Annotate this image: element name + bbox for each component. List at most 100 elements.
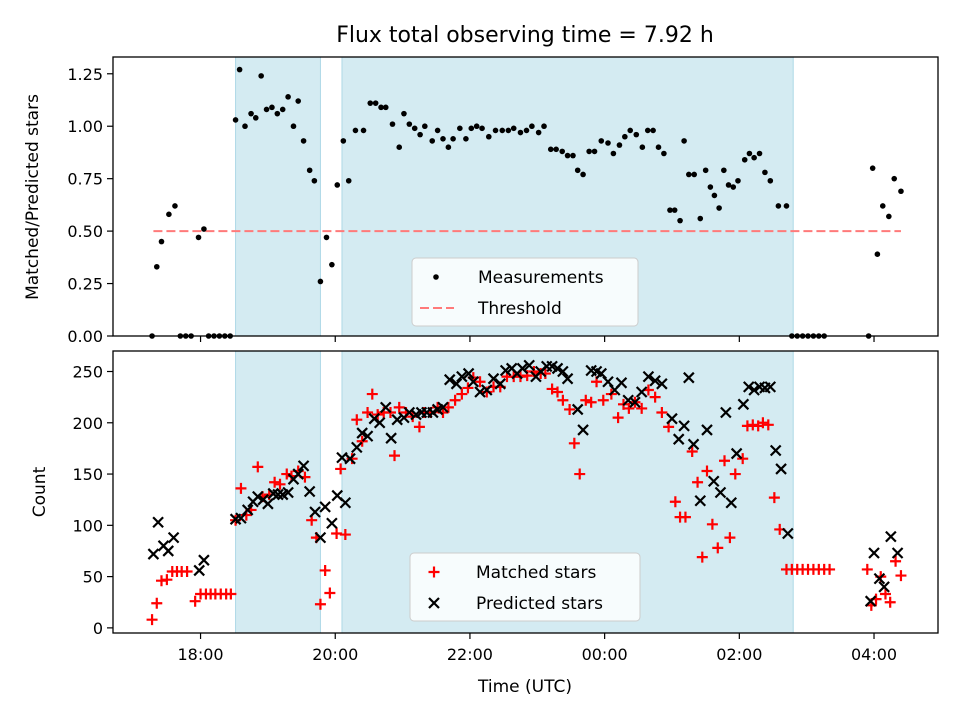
bottom-predicted-stars-point-15 xyxy=(272,488,284,501)
bottom-matched-stars-point-76 xyxy=(580,394,592,406)
bottom-matched-stars-point-107 xyxy=(762,419,774,431)
bottom-matched-stars-point-118 xyxy=(824,563,836,575)
top-measurements-point-44 xyxy=(396,144,403,151)
bottom-predicted-stars-point-4 xyxy=(167,531,180,544)
bottom-matched-stars-point-101 xyxy=(729,468,741,480)
bottom-matched-stars-point-74 xyxy=(568,437,580,449)
bottom-predicted-stars-point-25 xyxy=(326,517,338,530)
bottom-y-tick-label-3: 150 xyxy=(72,465,103,484)
top-measurements-point-101 xyxy=(716,205,722,211)
bottom-legend-label-0: Matched stars xyxy=(476,563,596,583)
bottom-matched-stars-point-92 xyxy=(679,511,691,523)
top-measurements-point-22 xyxy=(269,104,275,111)
bottom-predicted-stars-point-85 xyxy=(687,438,700,451)
bottom-matched-stars-point-123 xyxy=(879,588,891,600)
top-measurements-point-54 xyxy=(450,136,456,142)
bottom-matched-stars-point-39 xyxy=(356,435,368,447)
top-measurements-point-82 xyxy=(616,142,623,148)
top-measurements-point-122 xyxy=(869,165,876,171)
top-measurements-point-127 xyxy=(898,188,904,195)
bottom-predicted-stars-point-24 xyxy=(319,501,331,513)
top-measurements-point-59 xyxy=(479,125,485,132)
top-measurements-point-55 xyxy=(457,125,463,132)
bottom-matched-stars-point-75 xyxy=(574,468,586,480)
top-measurements-point-81 xyxy=(610,150,617,157)
top-measurements-point-67 xyxy=(529,123,535,130)
bottom-predicted-stars-point-106 xyxy=(885,530,897,543)
bottom-matched-stars-point-41 xyxy=(366,388,378,400)
bottom-matched-stars-point-98 xyxy=(712,542,724,554)
top-y-tick-label-4: 1.00 xyxy=(67,117,103,136)
top-measurements-point-3 xyxy=(166,211,172,218)
bottom-x-tick-label-3: 00:00 xyxy=(582,645,628,664)
bottom-shaded-interval-0 xyxy=(235,350,321,634)
bottom-matched-stars-point-106 xyxy=(757,417,769,429)
bottom-predicted-stars-point-37 xyxy=(391,413,403,426)
top-measurements-point-43 xyxy=(389,121,396,127)
top-measurements-point-19 xyxy=(252,115,259,121)
bottom-y-tick-label-5: 250 xyxy=(72,363,103,382)
top-measurements-point-48 xyxy=(417,131,423,138)
bottom-predicted-stars-point-52 xyxy=(480,384,493,396)
bottom-matched-stars-point-56 xyxy=(456,388,468,400)
top-measurements-point-4 xyxy=(172,203,178,209)
bottom-predicted-stars-point-59 xyxy=(523,359,535,372)
top-measurements-point-102 xyxy=(721,167,727,174)
bottom-predicted-stars-point-83 xyxy=(678,420,690,432)
top-measurements-point-112 xyxy=(775,203,782,209)
top-measurements-point-30 xyxy=(311,177,318,184)
top-measurements-point-36 xyxy=(345,177,352,184)
top-measurements-point-123 xyxy=(874,251,881,257)
bottom-predicted-stars-point-79 xyxy=(649,374,661,387)
bottom-predicted-stars-point-94 xyxy=(742,381,755,393)
bottom-predicted-stars-point-75 xyxy=(622,394,634,406)
bottom-predicted-stars-point-101 xyxy=(782,527,794,540)
top-measurements-point-61 xyxy=(492,127,499,134)
bottom-matched-stars-point-54 xyxy=(442,401,454,413)
top-measurements-point-39 xyxy=(367,100,374,106)
bottom-predicted-stars-point-21 xyxy=(303,485,316,498)
top-measurements-point-21 xyxy=(263,106,270,113)
top-measurements-point-8 xyxy=(195,234,202,241)
top-measurements-point-29 xyxy=(306,167,313,174)
top-measurements-point-35 xyxy=(340,138,347,144)
bottom-predicted-stars-point-3 xyxy=(162,545,175,557)
bottom-predicted-stars-point-20 xyxy=(297,460,310,472)
bottom-matched-stars-point-124 xyxy=(884,596,896,608)
bottom-predicted-stars-point-9 xyxy=(241,504,254,516)
top-measurements-point-45 xyxy=(401,110,407,117)
bottom-matched-stars-point-36 xyxy=(339,529,351,541)
bottom-predicted-stars-point-13 xyxy=(262,498,274,510)
top-chart-title: Flux total observing time = 7.92 h xyxy=(336,23,714,48)
top-measurements-point-93 xyxy=(677,217,683,224)
bottom-matched-stars-point-37 xyxy=(346,453,358,465)
top-measurements-point-47 xyxy=(411,125,418,132)
bottom-predicted-stars-point-95 xyxy=(748,384,760,396)
bottom-predicted-stars-point-88 xyxy=(707,475,720,488)
top-measurements-point-52 xyxy=(440,136,446,142)
top-measurements-point-1 xyxy=(153,263,160,270)
bottom-axes-frame xyxy=(112,350,939,634)
top-measurements-point-107 xyxy=(746,150,753,157)
bottom-predicted-stars-point-49 xyxy=(462,367,475,380)
bottom-matched-stars-point-100 xyxy=(724,532,736,544)
top-measurements-point-63 xyxy=(505,127,512,134)
top-shaded-interval-0 xyxy=(235,56,321,337)
top-measurements-point-111 xyxy=(767,177,774,184)
top-measurements-point-87 xyxy=(644,127,651,134)
top-measurements-point-41 xyxy=(378,104,384,111)
top-measurements-point-86 xyxy=(639,144,646,151)
bottom-predicted-stars-point-81 xyxy=(666,412,678,425)
top-measurements-point-100 xyxy=(711,192,718,199)
bottom-matched-stars-point-15 xyxy=(225,588,237,600)
bottom-matched-stars-point-24 xyxy=(274,478,286,490)
top-legend-box xyxy=(411,257,639,327)
top-measurements-point-92 xyxy=(671,207,678,213)
bottom-matched-stars-point-79 xyxy=(597,394,609,406)
bottom-matched-stars-point-46 xyxy=(393,401,405,413)
bottom-predicted-stars-point-64 xyxy=(551,362,564,375)
top-measurements-point-57 xyxy=(468,125,475,132)
top-measurements-point-79 xyxy=(598,138,605,144)
bottom-predicted-stars-point-36 xyxy=(385,432,397,444)
bottom-panel-counts: 18:00 20:00 22:00 00:00 02:00 04:00 0 50 100 150 2… xyxy=(72,350,939,664)
